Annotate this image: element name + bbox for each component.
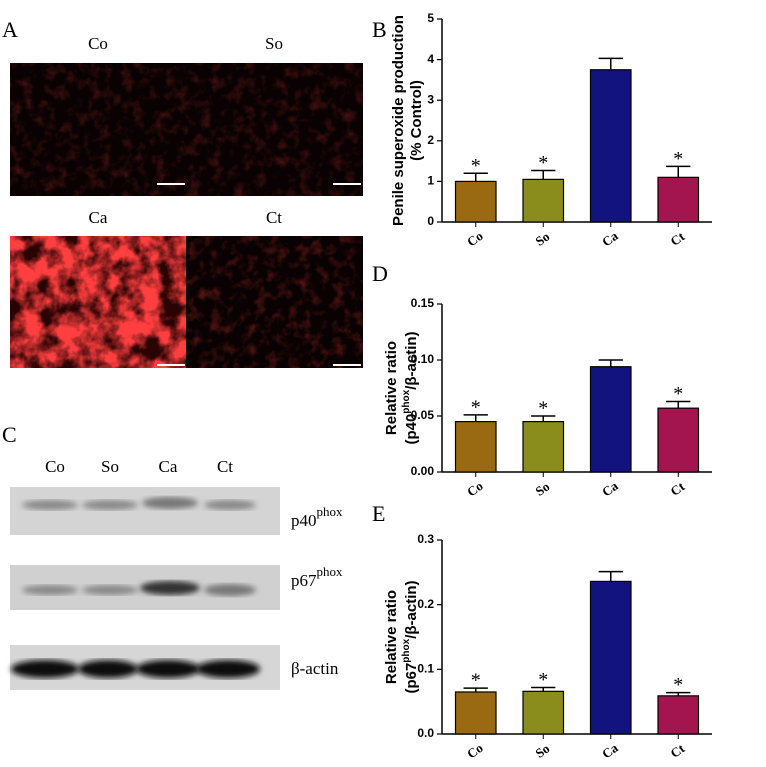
y-tick-label: 0.2: [417, 597, 434, 611]
significance-mark: *: [538, 669, 548, 691]
y-label-line: Relative ratio: [383, 590, 400, 684]
x-tick-label: Co: [464, 740, 486, 761]
x-tick-label: So: [532, 229, 552, 249]
y-tick-label: 1: [427, 174, 434, 188]
y-label-part: (p40: [403, 414, 420, 445]
micrographs: [10, 63, 363, 368]
y-tick-label: 5: [427, 11, 434, 25]
lane-label: Co: [45, 457, 65, 476]
x-tick-label: Ca: [599, 740, 621, 762]
y-tick-label: 4: [427, 52, 434, 66]
band-label: p67phox: [291, 564, 343, 590]
panel-letter: D: [372, 261, 388, 286]
y-axis-label: Relative ratio (p67phox/β-actin): [383, 580, 420, 693]
lane-label: Ca: [159, 457, 178, 476]
y-label-line: Penile superoxide production: [390, 15, 407, 226]
significance-mark: *: [673, 383, 683, 405]
y-tick-label: 2: [427, 133, 434, 147]
y-tick-label: 0.3: [417, 532, 434, 546]
panel-letter: E: [372, 501, 385, 526]
panel-letter: A: [2, 17, 18, 42]
significance-mark: *: [673, 674, 683, 696]
x-tick-label: Ca: [599, 478, 621, 500]
y-label-sup: phox: [401, 638, 412, 662]
y-label-line: (p40phox/β-actin): [401, 331, 420, 444]
y-tick-label: 0.1: [417, 662, 434, 676]
panel-letter: B: [372, 17, 387, 42]
band-label: p40phox: [291, 504, 343, 530]
image-label: Ct: [266, 208, 282, 227]
y-tick-label: 0.00: [411, 464, 435, 478]
bar: [522, 690, 565, 735]
bar: [657, 176, 700, 223]
x-tick-label: So: [532, 479, 552, 499]
y-axis-label: Relative ratio (p40phox/β-actin): [383, 331, 420, 444]
western-blot: [10, 487, 280, 690]
bar: [657, 407, 700, 473]
y-label-part: (p67: [403, 663, 420, 694]
y-tick-label: 0: [427, 214, 434, 228]
y-tick-label: 0.15: [411, 296, 435, 310]
y-label-sup: phox: [401, 389, 412, 413]
significance-mark: *: [471, 670, 481, 692]
lane-label: Ct: [217, 457, 233, 476]
significance-mark: *: [538, 152, 548, 174]
x-tick-label: Ct: [667, 740, 687, 761]
x-tick-label: Ca: [599, 228, 621, 250]
image-label: Ca: [89, 208, 108, 227]
y-axis-label: Penile superoxide production (% Control): [390, 15, 425, 226]
y-label-line: (p67phox/β-actin): [401, 580, 420, 693]
bar: [657, 695, 700, 735]
y-tick-label: 3: [427, 92, 434, 106]
bar: [454, 691, 497, 735]
significance-mark: *: [673, 148, 683, 170]
bar: [589, 69, 632, 223]
bar: [522, 421, 565, 473]
y-label-line: Relative ratio: [383, 341, 400, 435]
significance-mark: *: [538, 398, 548, 420]
bar: [522, 178, 565, 223]
y-label-line: (% Control): [408, 80, 425, 161]
significance-mark: *: [471, 396, 481, 418]
y-tick-label: 0.10: [411, 352, 435, 366]
bar: [454, 180, 497, 223]
x-tick-label: Co: [464, 228, 486, 249]
x-tick-label: Co: [464, 478, 486, 499]
panel-letter: C: [2, 422, 17, 447]
bar: [454, 421, 497, 473]
y-label-part: /β-actin): [403, 580, 420, 638]
x-tick-label: Ct: [667, 478, 687, 499]
x-tick-label: Ct: [667, 228, 687, 249]
x-tick-label: So: [532, 741, 552, 761]
lane-label: So: [101, 457, 119, 476]
y-tick-label: 0.0: [417, 726, 434, 740]
band-label: β-actin: [291, 659, 339, 678]
y-tick-label: 0.05: [411, 408, 435, 422]
image-label: So: [265, 34, 283, 53]
bar: [589, 366, 632, 473]
image-label: Co: [88, 34, 108, 53]
significance-mark: *: [471, 155, 481, 177]
bar: [589, 580, 632, 735]
y-label-part: /β-actin): [403, 331, 420, 389]
